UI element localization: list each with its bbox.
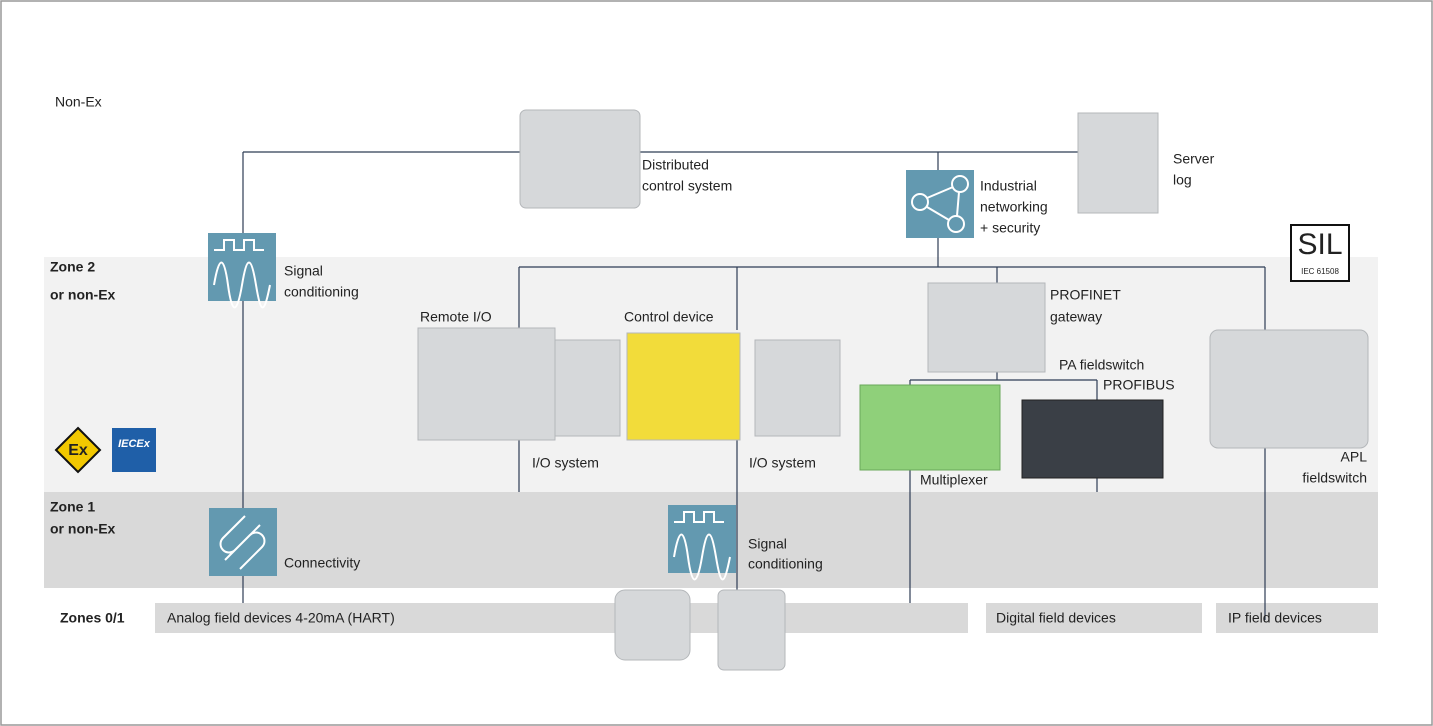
label: Multiplexer <box>920 472 988 488</box>
label: PA fieldswitch <box>1059 357 1144 373</box>
icon-connectivity <box>209 508 277 576</box>
label: I/O system <box>749 455 816 471</box>
label: Signal <box>748 536 787 552</box>
field-bar <box>155 603 968 633</box>
zone-label: or non-Ex <box>50 521 116 537</box>
label: I/O system <box>532 455 599 471</box>
label: Distributed <box>642 157 709 173</box>
label: conditioning <box>284 284 359 300</box>
label: Server <box>1173 151 1215 167</box>
sil-title: SIL <box>1297 228 1342 261</box>
field-bar <box>1216 603 1378 633</box>
field-device-label: Digital field devices <box>996 610 1116 626</box>
sil-badge: SIL IEC 61508 <box>1290 224 1350 282</box>
ex-logo: Ex <box>68 442 88 459</box>
label: conditioning <box>748 556 823 572</box>
zone-label: Zones 0/1 <box>60 610 125 626</box>
label: gateway <box>1050 309 1102 325</box>
icon-network <box>906 170 974 238</box>
label: + security <box>980 220 1040 236</box>
devices <box>417 109 1369 671</box>
zone-label: Zone 2 <box>50 259 95 275</box>
icon-signal <box>208 233 276 309</box>
sil-standard: IEC 61508 <box>1301 267 1339 276</box>
field-bar <box>986 603 1202 633</box>
label: Industrial <box>980 178 1037 194</box>
icon-signal <box>668 505 736 581</box>
connections <box>242 151 1266 620</box>
label: PROFINET <box>1050 287 1121 303</box>
label: networking <box>980 199 1048 215</box>
field-device-label: Analog field devices 4-20mA (HART) <box>167 610 395 626</box>
label: PROFIBUS <box>1103 377 1175 393</box>
zone-label: Zone 1 <box>50 499 95 515</box>
iecex-logo: IECEx <box>118 438 151 450</box>
label: Connectivity <box>284 555 360 571</box>
cert-logos: Ex IECEx <box>54 426 156 474</box>
label: Control device <box>624 309 714 325</box>
label: Signal <box>284 263 323 279</box>
label: Non-Ex <box>55 94 102 110</box>
label: fieldswitch <box>1302 470 1367 486</box>
label: Remote I/O <box>420 309 492 325</box>
field-device-label: IP field devices <box>1228 610 1322 626</box>
label: APL <box>1341 449 1368 465</box>
zone-label: or non-Ex <box>50 287 116 303</box>
label: log <box>1173 172 1192 188</box>
label: control system <box>642 178 732 194</box>
